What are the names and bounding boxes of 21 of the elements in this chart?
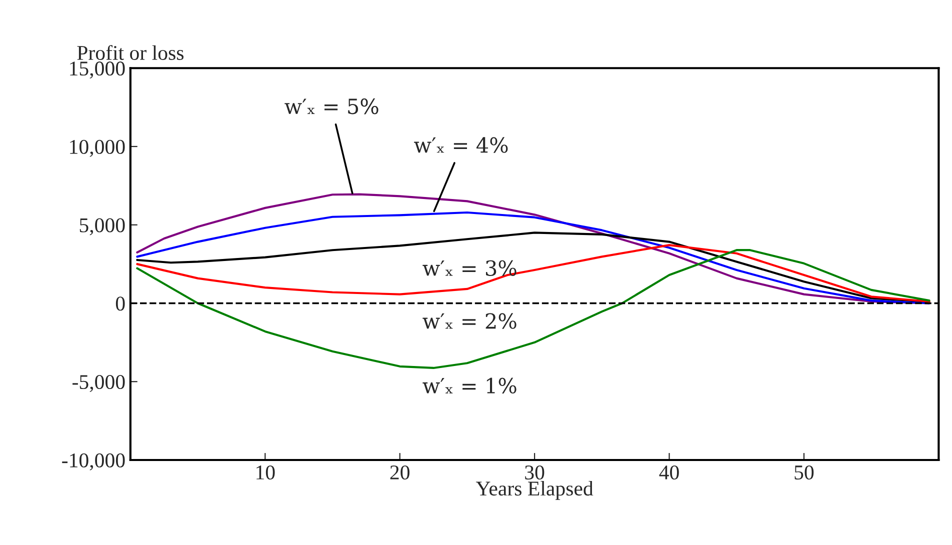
annotation: w′ₓ = 4% [414,137,508,153]
y-tick-label: 15,000 [70,62,125,79]
x-tick-label: 40 [659,465,679,480]
x-tick-label: 10 [256,465,275,480]
y-tick-label: 10,000 [70,140,125,157]
annotation: w′ₓ = 5% [284,98,378,114]
line-series [136,249,930,370]
y-tick-label: 5,000 [80,218,125,236]
annotation: w′ₓ = 3% [422,260,516,276]
x-tick-label: 20 [390,465,410,480]
x-axis-title: Years Elapsed [476,480,594,500]
annotation: w′ₓ = 2% [422,313,516,329]
y-tick-label: 0 [116,296,125,311]
x-tick-label: 30 [525,465,544,480]
y-tick-label: -10,000 [62,453,125,470]
x-tick-label: 50 [794,465,814,480]
line-series [136,211,930,304]
y-axis-title: Profit or loss [77,45,184,60]
y-tick-label: -5,000 [72,374,125,392]
annotation: w′ₓ = 1% [422,378,516,394]
line-series [136,244,930,303]
